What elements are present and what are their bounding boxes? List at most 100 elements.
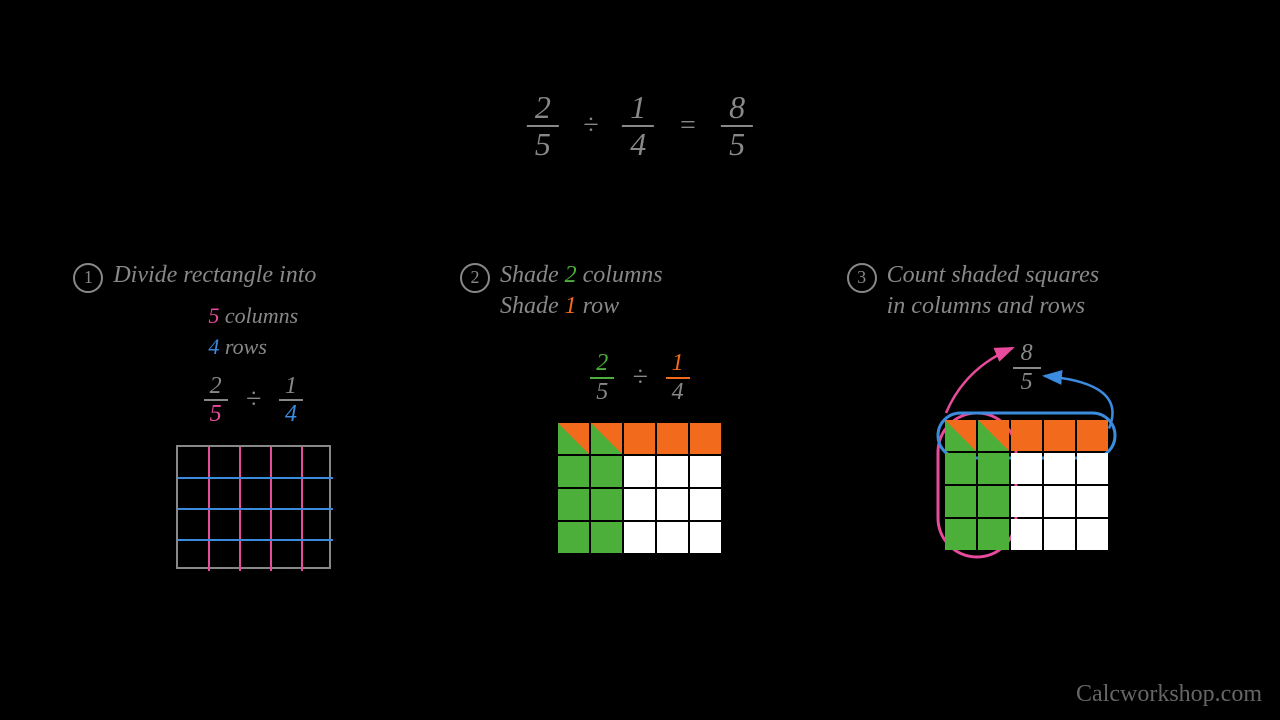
grid-cell [945,420,976,451]
grid-cell [558,489,589,520]
step1-op: ÷ [242,384,265,416]
grid-cell [657,456,688,487]
step1-rows-value: 4 [208,334,219,359]
grid-cell [945,453,976,484]
grid-cell [690,522,721,553]
step2-titleA-post: columns [577,262,663,288]
step1-header: 1 Divide rectangle into [73,260,316,293]
grid-cell [690,456,721,487]
step1-title: Divide rectangle into [113,260,316,291]
step3-titleA: Count shaded squares [887,260,1099,291]
grid-cell [624,456,655,487]
grid-cell [978,420,1009,451]
watermark: Calcworkshop.com [1076,681,1262,708]
step2-f1-den: 5 [590,379,614,405]
step2-frac1: 2 5 [590,350,614,405]
step2-f2-den: 4 [666,379,690,405]
grid-cell [591,423,622,454]
grid-cell [657,423,688,454]
frac2-den: 4 [622,127,654,162]
step2-title-block: Shade 2 columns Shade 1 row [500,260,663,322]
grid-cell [558,456,589,487]
frac3-den: 5 [721,127,753,162]
step3-result-num: 8 [1013,340,1041,368]
grid-cell [657,489,688,520]
step2-frac2: 1 4 [666,350,690,405]
step3-result-frac: 8 5 [1013,340,1041,395]
grid-cell [690,489,721,520]
step1-f1-den: 5 [204,401,228,427]
grid-cell [1044,519,1075,550]
fraction-2: 1 4 [622,90,654,162]
grid-cell [558,522,589,553]
step2-header: 2 Shade 2 columns Shade 1 row [460,260,663,322]
grid-cell [978,519,1009,550]
grid-cell [1011,486,1042,517]
grid-cell [591,489,622,520]
grid-cell [1011,420,1042,451]
grid-cell [978,453,1009,484]
step1-cols-value: 5 [208,303,219,328]
grid-cell [1077,453,1108,484]
grid-cell [690,423,721,454]
grid-cell [1077,420,1108,451]
divide-op: ÷ [579,110,602,142]
step2-titleB-post: row [577,293,619,319]
step1-grid [176,445,331,569]
grid1-hline [178,477,333,479]
step2-grid [558,423,721,553]
grid-cell [591,456,622,487]
step3-header: 3 Count shaded squares in columns and ro… [847,260,1099,322]
step-3: 3 Count shaded squares in columns and ro… [847,260,1207,569]
step1-sublines: 5 columns 4 rows [208,301,298,363]
equals-op: = [674,110,701,142]
step2-titleA-val: 2 [565,262,577,288]
main-equation: 2 5 ÷ 1 4 = 8 5 [527,90,753,162]
grid-cell [945,486,976,517]
step2-titleA-pre: Shade [500,262,565,288]
step1-number: 1 [73,263,103,293]
grid-cell [591,522,622,553]
step3-result-den: 5 [1013,369,1041,395]
frac3-num: 8 [721,90,753,127]
step1-rows-label: rows [219,334,266,359]
grid1-hline [178,508,333,510]
step1-f2-num: 1 [279,373,303,401]
grid-cell [1011,453,1042,484]
step2-f1-num: 2 [590,350,614,378]
fraction-1: 2 5 [527,90,559,162]
grid-cell [624,489,655,520]
step2-fraction-row: 2 5 ÷ 1 4 [590,350,689,405]
grid-cell [657,522,688,553]
step3-grid-wrap [945,420,1108,550]
grid-cell [978,486,1009,517]
fraction-result: 8 5 [721,90,753,162]
step1-f1-num: 2 [204,373,228,401]
grid-cell [558,423,589,454]
step3-grid [945,420,1108,550]
step1-frac1: 2 5 [204,373,228,428]
step2-number: 2 [460,263,490,293]
grid-cell [1044,420,1075,451]
grid-cell [624,423,655,454]
step2-titleB-pre: Shade [500,293,565,319]
frac1-den: 5 [527,127,559,162]
step1-cols-label: columns [219,303,298,328]
grid-cell [1077,519,1108,550]
grid-cell [1044,486,1075,517]
steps-row: 1 Divide rectangle into 5 columns 4 rows… [0,260,1280,569]
step1-fraction-row: 2 5 ÷ 1 4 [204,373,303,428]
step1-frac2: 1 4 [279,373,303,428]
grid-cell [945,519,976,550]
step1-f2-den: 4 [279,401,303,427]
step3-titleB: in columns and rows [887,291,1099,322]
grid-cell [1044,453,1075,484]
frac1-num: 2 [527,90,559,127]
grid-cell [1077,486,1108,517]
step2-titleB-val: 1 [565,293,577,319]
grid1-hline [178,539,333,541]
step-2: 2 Shade 2 columns Shade 1 row 2 5 ÷ 1 4 [460,260,820,569]
step3-result-area: 8 5 [847,340,1207,400]
step3-title-block: Count shaded squares in columns and rows [887,260,1099,322]
grid-cell [1011,519,1042,550]
